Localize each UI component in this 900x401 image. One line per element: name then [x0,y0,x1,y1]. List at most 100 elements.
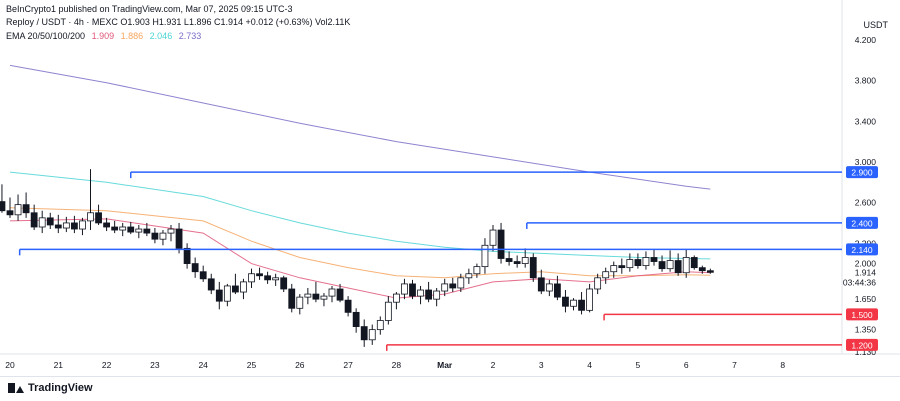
candle-body [634,259,642,267]
resistance-level-label: 2.140 [851,245,873,255]
x-tick-label: 2 [491,360,496,370]
support-level-label: 1.200 [851,340,873,350]
candle-body [79,220,86,230]
candle-body [626,259,634,269]
candle-body [545,283,553,292]
x-tick-label: Mar [437,360,453,370]
candle-body [650,257,658,262]
ema200-line [9,64,711,190]
candle-body [6,210,14,216]
y-tick-label: 2.000 [855,259,877,269]
candle-body [554,283,561,298]
candle-body [344,299,352,313]
ema-legend[interactable]: EMA 20/50/100/200 1.909 1.886 2.046 2.73… [6,31,201,42]
candle-body [280,277,288,290]
candle-body [521,257,529,264]
x-tick-label: 28 [392,360,402,370]
candle-body [610,265,618,273]
ohlc-text: O1.903 H1.931 L1.896 C1.914 +0.012 (+0.6… [120,17,351,27]
candle-body [240,281,247,293]
candle-body [111,226,119,231]
candle-body [401,283,408,295]
candle-body [103,222,110,228]
x-tick-label: 24 [198,360,208,370]
candle-body [505,258,513,262]
candle-body [674,260,682,274]
y-tick-label: 1.350 [855,325,877,335]
candle-body [215,289,223,302]
candle-body [22,204,30,214]
tradingview-brand: TradingView [28,382,93,394]
candle-body [0,201,6,212]
candle-body [256,273,263,277]
price-chart[interactable]: USDT4.2003.8003.4003.0002.6002.2002.0001… [0,0,900,376]
symbol-line: Reploy / USDT · 4h · MEXC O1.903 H1.931 … [6,17,350,28]
symbol-text[interactable]: Reploy / USDT · 4h · MEXC [6,17,118,27]
candle-body [658,261,666,270]
candle-body [87,212,94,222]
y-tick-label: 1.130 [855,347,877,357]
candle-body [135,228,143,233]
candle-body [706,270,714,273]
x-tick-label: 6 [684,360,689,370]
candle-body [562,296,569,307]
candle-body [690,257,698,269]
candle-body [473,266,481,275]
y-tick-label: 3.000 [855,157,877,167]
ema200-value: 2.733 [178,31,202,41]
candle-body [46,217,54,226]
x-tick-label: 3 [539,360,544,370]
candle-body [602,271,610,279]
x-tick-label: 23 [150,360,160,370]
candle-body [95,212,102,224]
candle-body [38,217,46,228]
candle-body [489,229,497,246]
candle-body [175,228,183,249]
candle-body [698,267,706,272]
candle-body [376,320,384,331]
candle-body [368,329,376,341]
candle-body [199,271,207,280]
tradingview-logo[interactable]: TradingView [8,382,93,394]
candle-body [336,288,344,301]
candle-body [481,244,489,268]
y-tick-label: 1.650 [855,294,877,304]
candle-body [264,275,272,281]
candle-body [513,261,521,264]
resistance-level-badge [846,166,878,179]
ema50-line [9,207,711,279]
candle-body [62,222,70,229]
candle-body [183,247,191,264]
candle-body [288,288,296,309]
candle-body [151,232,159,240]
ema20-value: 1.909 [91,31,115,41]
x-tick-label: 7 [732,360,737,370]
candle-body [304,293,312,298]
y-tick-label: 4.200 [855,35,877,45]
current-price-label: 1.914 [855,267,877,277]
candle-body [433,290,441,300]
candle-body [497,229,505,259]
tradingview-logo-icon [8,383,24,393]
candle-body [594,277,602,290]
candle-body [441,283,449,292]
currency-label: USDT [864,20,889,30]
x-tick-label: 27 [343,360,353,370]
candle-body [352,311,360,327]
footer-bar: TradingView [0,376,900,401]
candle-body [119,226,127,231]
candle-body [231,285,239,293]
ema100-value: 2.046 [149,31,173,41]
candle-body [328,288,336,297]
candle-body [417,289,424,297]
candle-body [457,277,465,289]
candle-body [167,228,175,234]
candle-body [537,277,545,292]
x-tick-label: 25 [247,360,257,370]
y-tick-label: 3.800 [855,76,877,86]
candle-body [666,260,674,270]
candle-body [191,263,199,273]
candle-body [465,273,473,279]
candle-body [425,289,433,300]
x-tick-label: 8 [780,360,785,370]
